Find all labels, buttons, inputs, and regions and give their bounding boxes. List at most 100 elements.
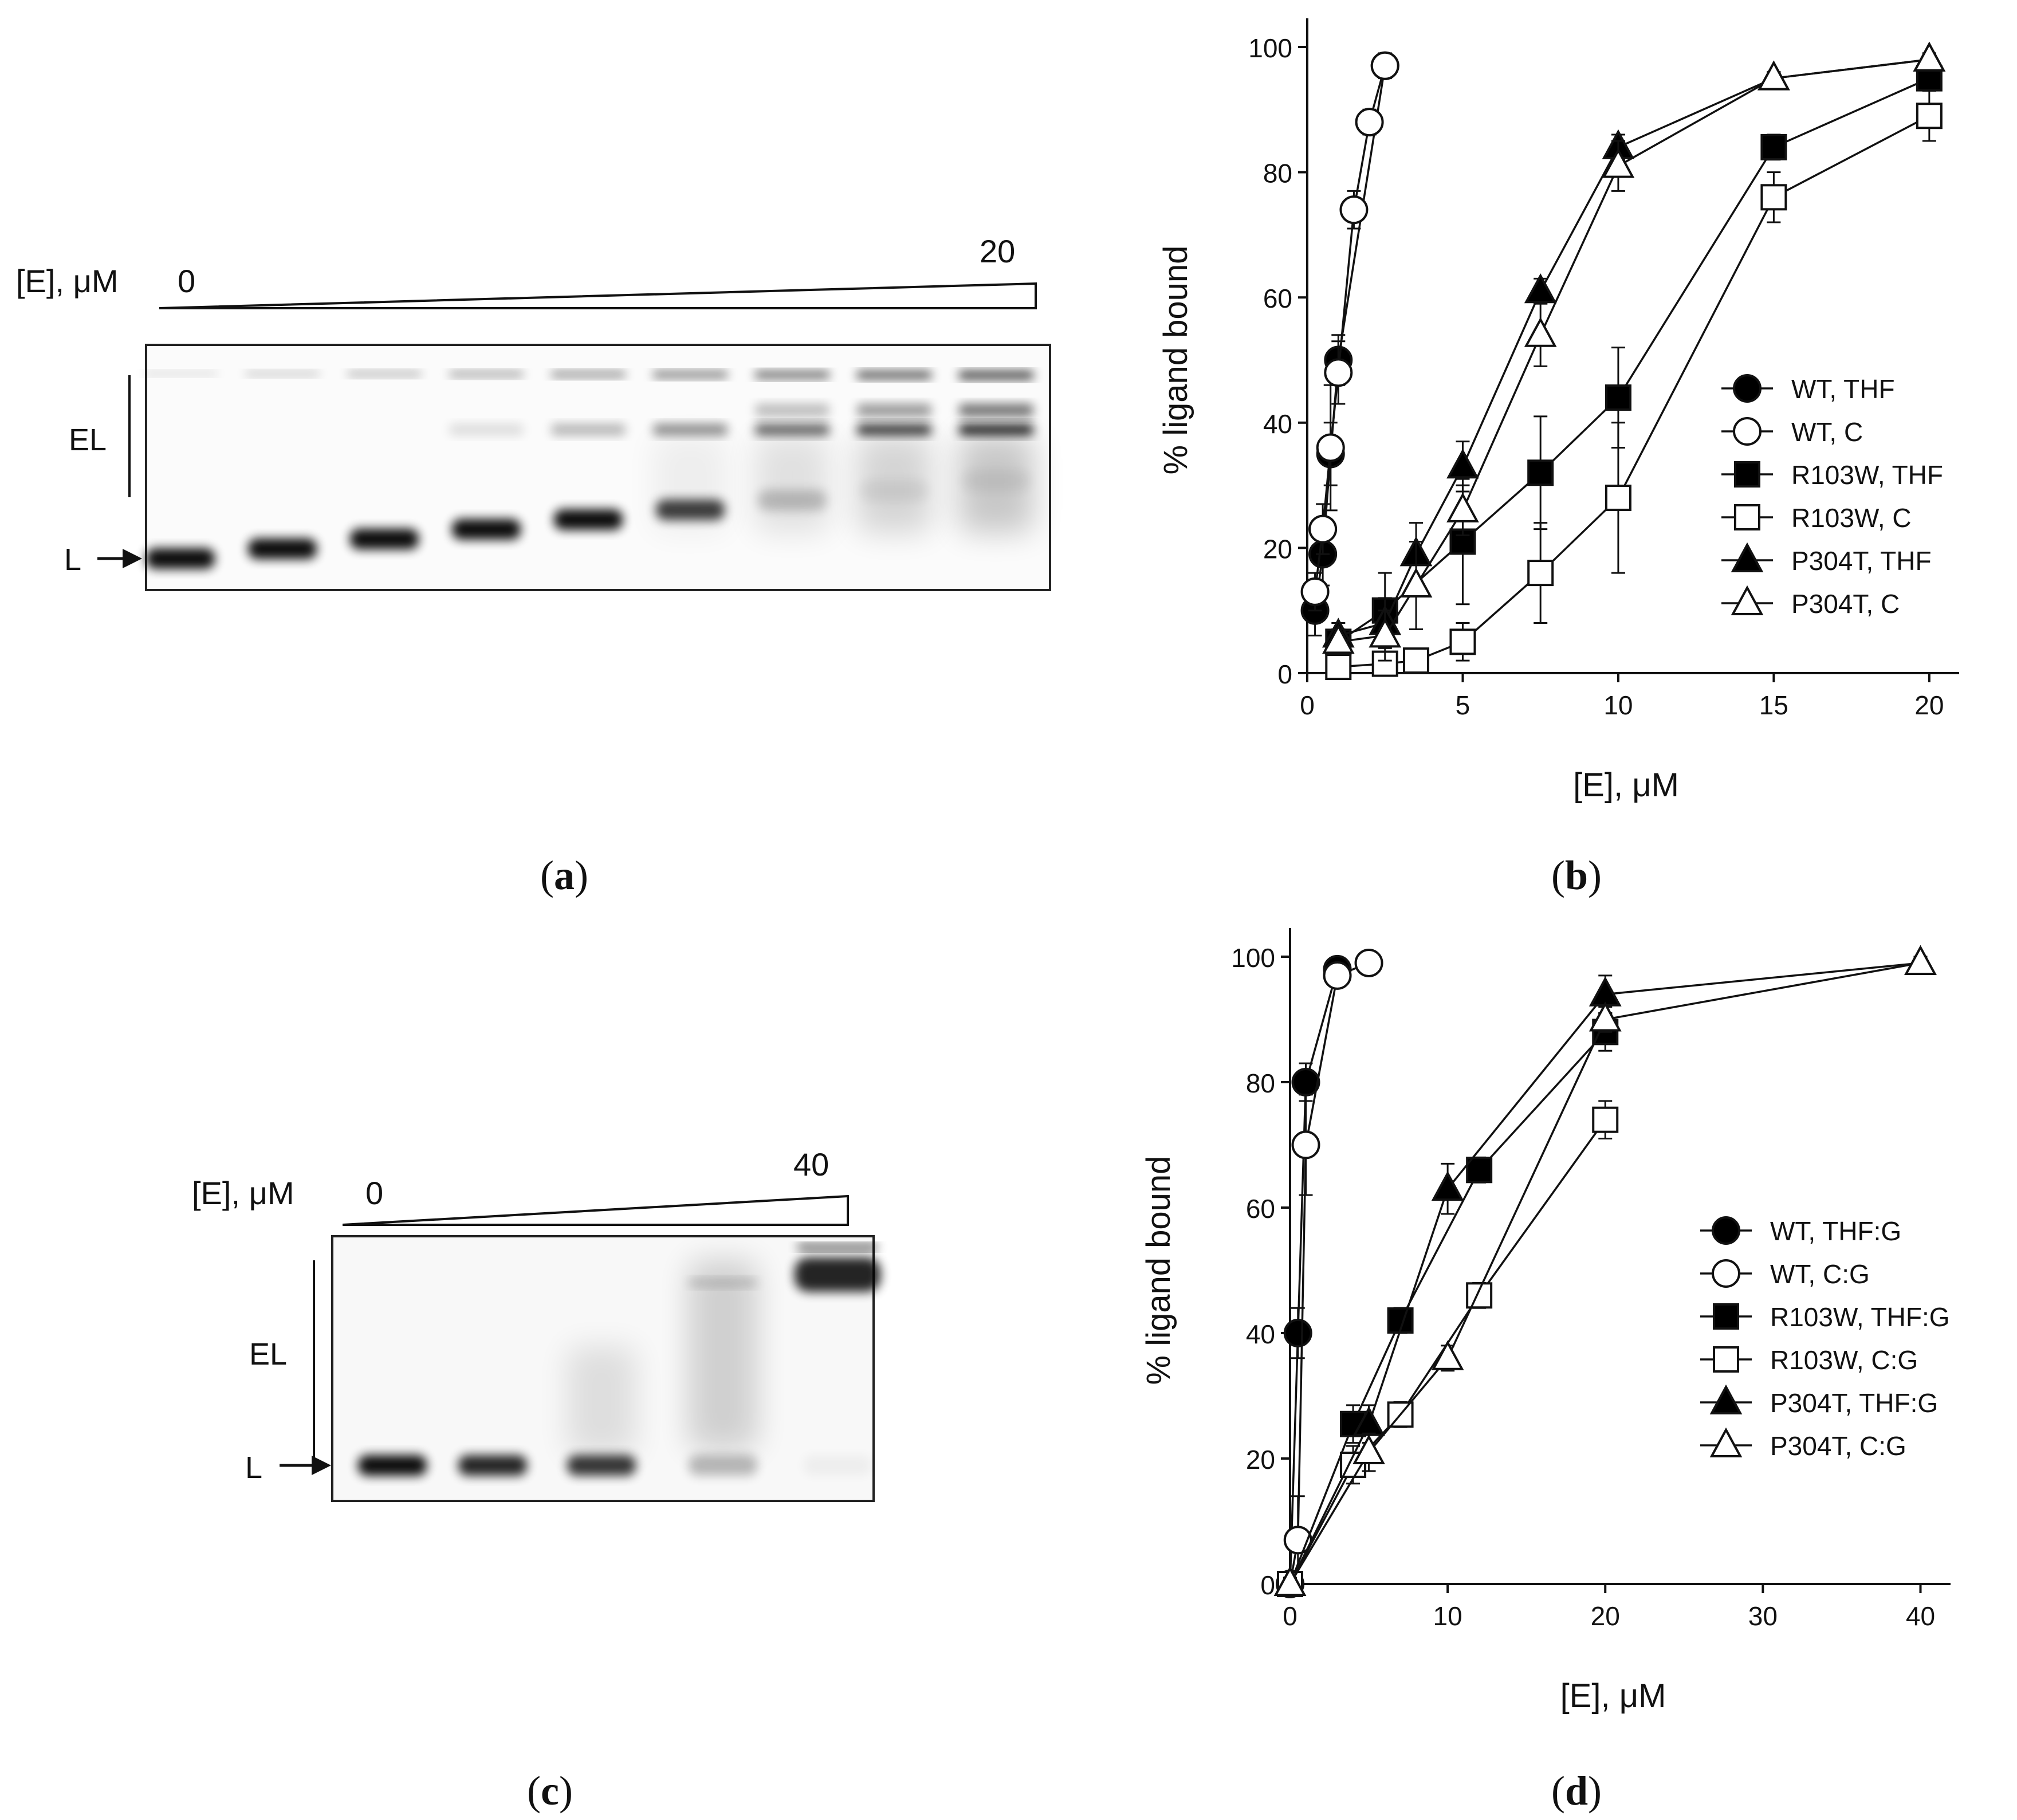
y-tick-label: 0 [1277, 659, 1292, 689]
legend-item: P304T, THF:G [1700, 1384, 1938, 1418]
data-point [1589, 976, 1622, 1007]
data-point [1322, 624, 1355, 654]
gel-a-free-band [146, 548, 215, 569]
data-point [1466, 1282, 1493, 1309]
series [1300, 51, 1399, 612]
data-point [1524, 273, 1557, 304]
x-axis-label: [E], μM [1560, 1677, 1666, 1715]
gel-a-lane [653, 371, 728, 533]
gel-c-conc-label: [E], μM [192, 1175, 294, 1211]
gel-a-lane [143, 371, 218, 569]
legend: WT, THF:G WT, C:G R103W, THF:G R103W, C:G P3… [1700, 1216, 1950, 1461]
legend-marker [1734, 461, 1760, 488]
data-point [1602, 148, 1635, 178]
legend-label: P304T, THF:G [1770, 1388, 1938, 1418]
gel-a-lane [449, 371, 524, 540]
panel-d: 0 20 40 60 80 100 0 10 20 30 40 [E], μM % ligand bou… [1140, 928, 1951, 1814]
gel-a-lane [857, 371, 931, 533]
gel-a-smear [755, 435, 829, 533]
series-line [1338, 58, 1930, 637]
series-line [1289, 1031, 1606, 1585]
legend-label: R103W, THF [1791, 460, 1943, 490]
legend-label: P304T, THF [1791, 546, 1932, 576]
data-point [1757, 60, 1790, 91]
legend-marker [1709, 1427, 1743, 1457]
y-tick-label: 100 [1248, 33, 1292, 63]
data-point [1466, 1157, 1493, 1184]
gel-a-complex-band [755, 424, 829, 435]
legend-marker [1734, 504, 1760, 530]
gel-c-free-band [358, 1455, 427, 1476]
x-tick-label: 5 [1456, 690, 1471, 720]
gel-a-free-band [656, 500, 725, 520]
panel-d-label: (d) [1551, 1768, 1602, 1814]
data-point [1904, 945, 1937, 975]
x-tick-label: 40 [1906, 1601, 1935, 1631]
data-point [1605, 484, 1631, 511]
gel-c-smear [689, 1260, 757, 1449]
legend-marker [1713, 1303, 1739, 1330]
panel-b: 0 20 40 60 80 100 0 5 10 15 20 [E], μM % ligand boun… [1157, 18, 1959, 898]
data-point [1273, 1566, 1307, 1596]
legend-label: WT, THF [1791, 374, 1895, 404]
gel-c-el-label: EL [249, 1337, 287, 1371]
gel-c-l-arrow [280, 1456, 331, 1475]
gel-a-complex-band [959, 424, 1033, 435]
gel-a-conc-start: 0 [178, 263, 195, 299]
x-tick-label: 10 [1603, 690, 1633, 720]
data-point [1300, 577, 1330, 606]
legend-marker [1709, 1384, 1743, 1414]
panel-c-label: (c) [527, 1768, 573, 1814]
x-tick-label: 0 [1283, 1601, 1298, 1631]
gel-a-complex-band [653, 424, 728, 435]
legend-label: P304T, C [1791, 589, 1900, 619]
legend-label: P304T, C:G [1770, 1431, 1906, 1461]
gel-a-free-band [554, 509, 623, 530]
legend-label: WT, C [1791, 417, 1863, 447]
data-point [1316, 433, 1345, 462]
data-point [1369, 618, 1402, 648]
gel-a-well [449, 371, 524, 378]
data-point [1403, 647, 1430, 674]
x-axis-label: [E], μM [1573, 766, 1679, 804]
data-point [1527, 459, 1554, 486]
panel-b-label: (b) [1551, 852, 1602, 898]
legend-item: P304T, C [1721, 585, 1900, 619]
gel-c-l-label: L [245, 1451, 262, 1485]
legend: WT, THF WT, C R103W, THF R103W, C P304T, THF… [1721, 374, 1943, 619]
legend-item: R103W, C:G [1700, 1345, 1918, 1375]
data-point [1446, 492, 1479, 522]
y-tick-label: 0 [1260, 1570, 1275, 1600]
gel-c-free-band [803, 1455, 872, 1476]
data-point [1446, 449, 1479, 479]
gel-a-complex-band [857, 424, 931, 435]
data-point [1352, 1434, 1385, 1465]
gel-c-complex-band [689, 1279, 757, 1287]
series [1273, 945, 1937, 1596]
legend-marker [1712, 1216, 1740, 1245]
panel-c: [E], μM 0 40 EL L (c) [192, 1146, 880, 1814]
y-tick-label: 80 [1263, 159, 1292, 188]
data-point [1592, 1106, 1619, 1133]
gel-a-lane [245, 371, 320, 559]
legend-item: WT, C:G [1700, 1259, 1870, 1289]
y-tick-label: 20 [1263, 534, 1292, 564]
x-tick-label: 20 [1591, 1601, 1620, 1631]
x-tick-label: 20 [1914, 690, 1944, 720]
y-tick-label: 60 [1246, 1194, 1275, 1224]
gel-c-lanes [358, 1244, 880, 1476]
legend-label: WT, C:G [1770, 1259, 1870, 1289]
gel-a-well [959, 371, 1033, 379]
gel-c-free-band [567, 1455, 636, 1476]
legend-item: WT, THF:G [1700, 1216, 1901, 1246]
gel-a-complex-band [551, 424, 626, 435]
x-tick-label: 30 [1748, 1601, 1778, 1631]
gel-a-lane [347, 371, 422, 549]
data-point [1431, 1340, 1464, 1370]
gel-a-free-band [350, 529, 419, 549]
gel-a-lane [755, 371, 829, 533]
gel-a-el-label: EL [69, 423, 107, 457]
data-point [1913, 41, 1946, 72]
x-tick-label: 15 [1759, 690, 1788, 720]
